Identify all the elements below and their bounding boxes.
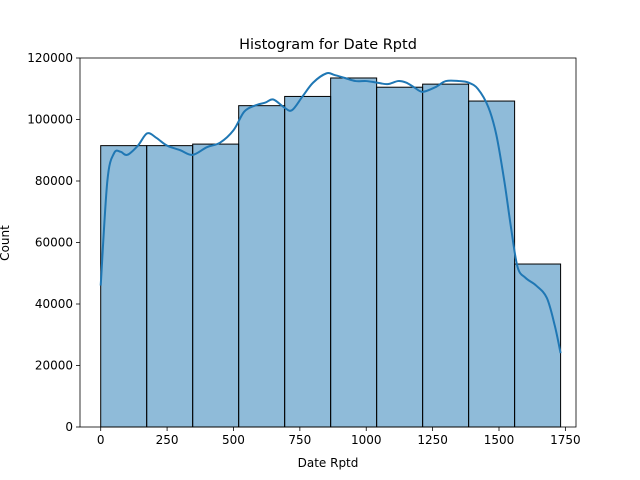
histogram-bar xyxy=(284,95,332,428)
kde-group xyxy=(99,71,562,354)
histogram-bar xyxy=(376,86,424,428)
x-axis-label: Date Rptd xyxy=(298,456,359,470)
y-tick-label: 60000 xyxy=(35,236,73,250)
x-tick-label: 250 xyxy=(156,433,179,447)
histogram-bar xyxy=(238,105,286,428)
y-tick-label: 80000 xyxy=(35,174,73,188)
y-tick-label: 20000 xyxy=(35,359,73,373)
y-axis-label: Count xyxy=(0,225,12,261)
y-tick-label: 0 xyxy=(65,420,73,434)
y-axis: 0 20000 40000 60000 80000 100000 120000 xyxy=(27,51,80,434)
histogram-bar xyxy=(146,145,194,428)
histogram-bar xyxy=(100,145,148,428)
x-tick-label: 750 xyxy=(288,433,311,447)
y-tick-label: 40000 xyxy=(35,297,73,311)
x-tick-label: 1750 xyxy=(550,433,581,447)
x-tick-label: 1500 xyxy=(484,433,515,447)
histogram-bar xyxy=(514,263,562,428)
x-tick-label: 1000 xyxy=(351,433,382,447)
bars-group xyxy=(100,77,562,428)
kde-curve xyxy=(99,71,562,354)
chart-title: Histogram for Date Rptd xyxy=(239,37,417,53)
x-tick-label: 500 xyxy=(222,433,245,447)
x-tick-label: 1250 xyxy=(417,433,448,447)
histogram-bar xyxy=(330,77,378,428)
histogram-bar xyxy=(468,100,516,428)
histogram-bar xyxy=(422,83,470,428)
histogram-bar xyxy=(192,143,240,428)
x-axis: 0 250 500 750 1000 1250 1500 1750 xyxy=(97,427,581,447)
x-tick-label: 0 xyxy=(97,433,105,447)
y-tick-label: 120000 xyxy=(27,51,73,65)
y-tick-label: 100000 xyxy=(27,113,73,127)
